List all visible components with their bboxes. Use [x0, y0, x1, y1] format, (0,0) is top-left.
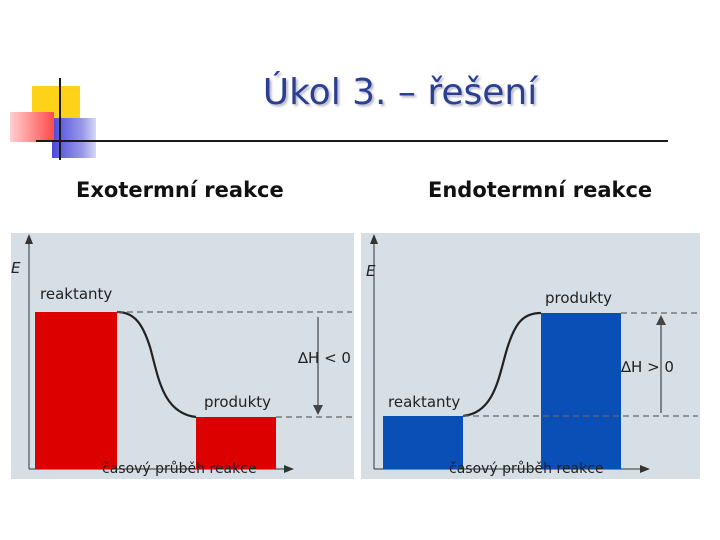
endo-x-arrow [640, 465, 650, 473]
exo-reactant-bar [35, 312, 117, 469]
title-rule [36, 140, 668, 142]
endo-upper-label: produkty [545, 289, 612, 307]
endo-diagram: E produkty reaktanty ∆H > 0 časový průbě… [361, 233, 700, 479]
deco-vertical-line [59, 78, 61, 160]
endo-reactant-bar [383, 416, 463, 469]
exo-axis-y-label: E [11, 259, 21, 277]
endo-axis-y-label: E [366, 262, 376, 280]
exo-diagram: E reaktanty produkty ∆H < 0 časový průbě… [11, 233, 354, 479]
exo-delta-arrowhead [313, 405, 323, 415]
exo-y-arrow [25, 234, 33, 244]
endo-lower-label: reaktanty [388, 393, 460, 411]
endo-energy-curve [462, 311, 542, 418]
exo-product-bar [196, 417, 276, 469]
endo-axis-x-label: časový průběh reakce [449, 461, 604, 477]
exo-x-arrow [284, 465, 294, 473]
exo-upper-label: reaktanty [40, 285, 112, 303]
exo-axis-x-label: časový průběh reakce [102, 461, 257, 477]
slide-title: Úkol 3. – řešení [262, 72, 538, 113]
deco-red-square [10, 112, 54, 142]
endo-delta-arrowhead [656, 315, 666, 325]
endo-delta-label: ∆H > 0 [620, 358, 674, 376]
exo-lower-label: produkty [204, 393, 271, 411]
endo-product-bar [541, 313, 621, 469]
endo-heading: Endotermní reakce [428, 178, 653, 202]
exo-delta-label: ∆H < 0 [297, 349, 351, 367]
exo-heading: Exotermní reakce [76, 178, 284, 202]
endo-y-arrow [370, 234, 378, 244]
exo-energy-curve [116, 310, 197, 419]
